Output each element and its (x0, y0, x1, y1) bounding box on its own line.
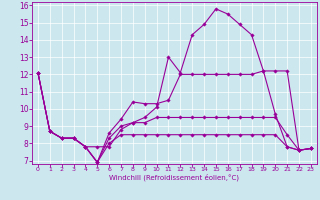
X-axis label: Windchill (Refroidissement éolien,°C): Windchill (Refroidissement éolien,°C) (109, 174, 239, 181)
